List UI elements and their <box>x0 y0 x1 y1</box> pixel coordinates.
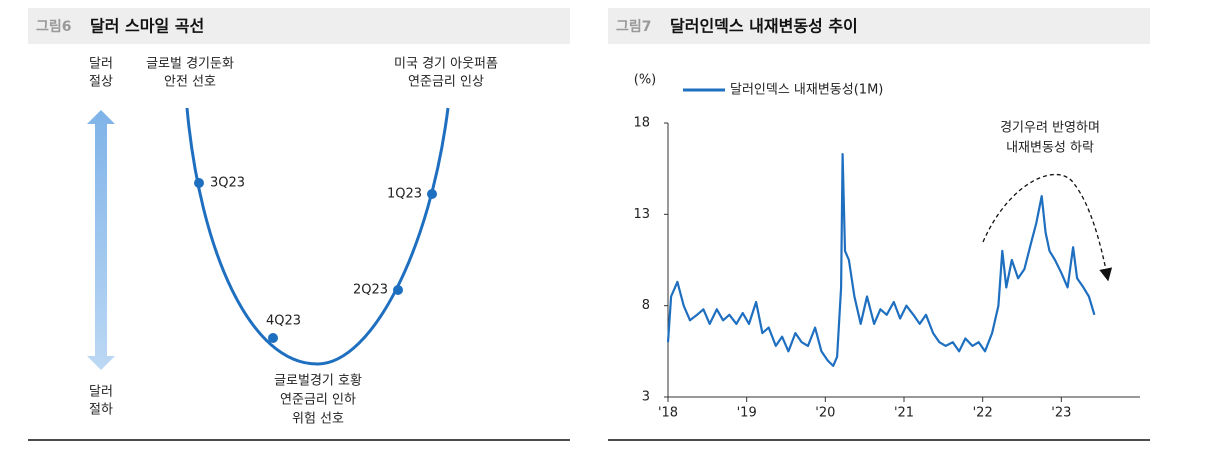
curve-point <box>268 333 278 343</box>
x-tick-label: '22 <box>973 406 993 421</box>
figure-title: 달러 스마일 곡선 <box>90 17 204 36</box>
legend-label: 달러인덱스 내재변동성(1M) <box>730 83 883 98</box>
scenario-text: 미국 경기 아웃퍼폼 <box>394 57 498 72</box>
scenario-text: 글로벌경기 호황 <box>274 374 362 389</box>
scenario-text: 연준금리 인하 <box>280 393 356 408</box>
x-tick-label: '18 <box>658 406 678 421</box>
point-label: 2Q23 <box>353 283 388 298</box>
annotation: 내재변동성 하락 <box>1006 141 1094 156</box>
figure-label: 그림6 <box>36 19 72 35</box>
header-band <box>28 8 570 44</box>
data-line <box>666 153 1096 367</box>
direction-arrow <box>87 110 115 370</box>
scenario-text: 글로벌 경기둔화 <box>146 57 234 72</box>
scenario-text: 연준금리 인상 <box>408 75 484 90</box>
curve-point <box>393 285 403 295</box>
smile-curve <box>185 107 450 366</box>
point-label: 1Q23 <box>387 187 422 202</box>
x-tick-label: '19 <box>737 406 757 421</box>
header-band <box>608 8 1150 44</box>
point-label: 4Q23 <box>266 314 301 329</box>
scenario-text: 위험 선호 <box>292 412 344 427</box>
down-label: 절하 <box>89 403 113 418</box>
down-label: 달러 <box>89 385 113 400</box>
up-label: 절상 <box>89 75 113 90</box>
annotation: 경기우려 반영하며 <box>1000 121 1100 136</box>
y-tick-label: 3 <box>642 390 650 405</box>
y-tick-label: 13 <box>633 207 650 222</box>
figure-label: 그림7 <box>616 19 652 35</box>
y-unit: (%) <box>634 73 657 88</box>
figure-title: 달러인덱스 내재변동성 추이 <box>670 17 858 36</box>
curve-point <box>194 178 204 188</box>
y-tick-label: 18 <box>633 116 650 131</box>
up-label: 달러 <box>89 57 113 72</box>
scenario-text: 안전 선호 <box>164 75 216 90</box>
point-label: 3Q23 <box>210 176 245 191</box>
y-tick-label: 8 <box>642 298 650 313</box>
x-tick-label: '23 <box>1051 406 1071 421</box>
x-tick-label: '21 <box>894 406 914 421</box>
x-tick-label: '20 <box>815 406 835 421</box>
curve-point <box>427 189 437 199</box>
